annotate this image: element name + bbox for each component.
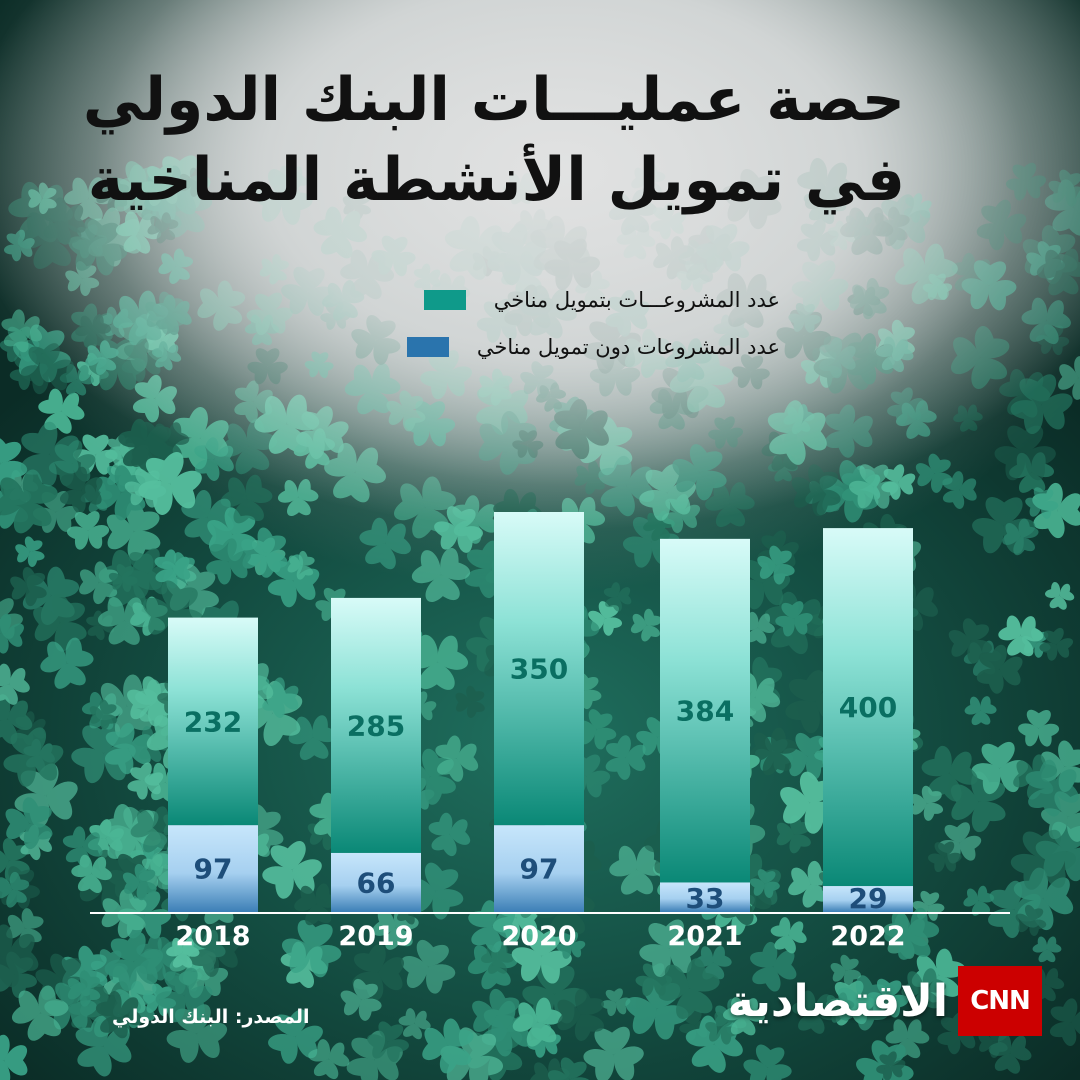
label-climate-2022: 400 bbox=[839, 691, 897, 724]
bar-climate-2018 bbox=[168, 617, 258, 826]
brand-logo: الاقتصادية CNN bbox=[728, 966, 1042, 1036]
bar-group-2022: 400 29 2022 bbox=[823, 528, 913, 952]
x-tick-2018: 2018 bbox=[175, 921, 250, 952]
legend-item-non-climate: عدد المشروعات دون تمويل مناخي bbox=[406, 335, 780, 359]
bar-group-2018: 232 97 2018 bbox=[168, 617, 258, 952]
bar-climate-2021 bbox=[660, 538, 750, 883]
legend-item-climate: عدد المشروعـــات بتمويل مناخي bbox=[423, 288, 780, 312]
bar-non-climate-2018 bbox=[168, 825, 258, 912]
legend-label-climate: عدد المشروعـــات بتمويل مناخي bbox=[493, 288, 780, 312]
source-note: المصدر: البنك الدولي bbox=[112, 1006, 310, 1028]
bar-group-2019: 285 66 2019 bbox=[331, 597, 421, 952]
bar-non-climate-2021 bbox=[660, 882, 750, 912]
bar-climate-2019 bbox=[331, 597, 421, 853]
x-tick-2021: 2021 bbox=[667, 921, 742, 952]
bar-climate-2022 bbox=[823, 528, 913, 887]
title-line-1: حصة عمليـــات البنك الدولي bbox=[82, 65, 905, 135]
label-climate-2019: 285 bbox=[347, 709, 405, 742]
x-tick-2019: 2019 bbox=[338, 921, 413, 952]
legend-label-non-climate: عدد المشروعات دون تمويل مناخي bbox=[476, 335, 780, 359]
title-line-2: في تمويل الأنشطة المناخية bbox=[87, 145, 905, 215]
label-climate-2018: 232 bbox=[184, 705, 242, 738]
x-tick-2020: 2020 bbox=[501, 921, 576, 952]
brand-arabic-wordmark: الاقتصادية bbox=[727, 975, 948, 1027]
legend-swatch-climate bbox=[423, 290, 466, 310]
label-non-climate-2018: 97 bbox=[194, 853, 233, 886]
bar-climate-2020 bbox=[494, 512, 584, 826]
legend-swatch-non-climate bbox=[406, 337, 449, 357]
bar-non-climate-2019 bbox=[331, 852, 421, 912]
x-tick-2022: 2022 bbox=[830, 921, 905, 952]
bar-group-2020: 350 97 2020 bbox=[494, 512, 584, 952]
label-non-climate-2022: 29 bbox=[849, 882, 888, 915]
label-non-climate-2021: 33 bbox=[686, 882, 725, 915]
cnn-logo-icon: CNN bbox=[958, 966, 1042, 1036]
bar-group-2021: 384 33 2021 bbox=[660, 538, 750, 952]
label-climate-2020: 350 bbox=[510, 653, 568, 686]
bar-non-climate-2022 bbox=[823, 886, 913, 912]
label-non-climate-2019: 66 bbox=[357, 866, 396, 899]
label-climate-2021: 384 bbox=[676, 695, 734, 728]
label-non-climate-2020: 97 bbox=[520, 853, 559, 886]
bar-non-climate-2020 bbox=[494, 825, 584, 912]
